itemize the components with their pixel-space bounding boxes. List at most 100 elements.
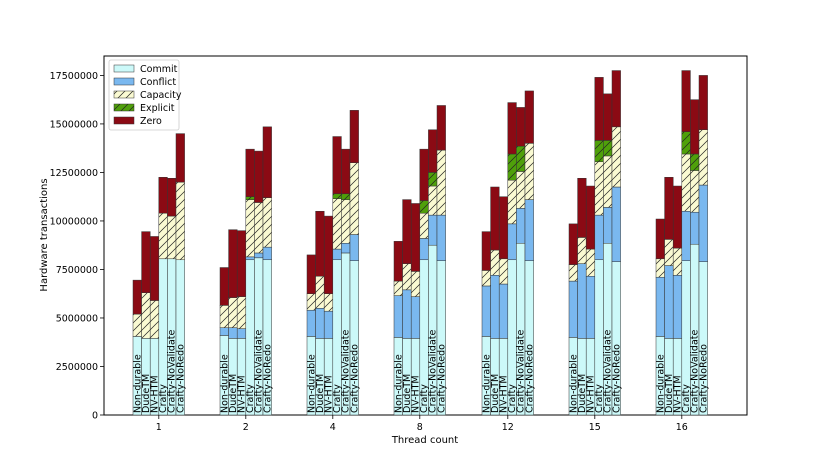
bar-conflict-segment xyxy=(655,276,665,337)
y-tick-label: 7500000 xyxy=(56,265,98,276)
bar-conflict-segment xyxy=(577,263,587,339)
bar-zero-segment xyxy=(158,177,168,214)
bar-variant-label: Crafty-NoValidate xyxy=(167,329,178,413)
bar-capacity-hatch xyxy=(499,258,508,285)
bar-variant-label: Crafty-NoValidate xyxy=(428,329,439,413)
bar-capacity-hatch xyxy=(586,249,595,277)
bar-zero-segment xyxy=(611,70,621,128)
bar-variant-label: Crafty-NoValidate xyxy=(341,329,352,413)
legend-label: Commit xyxy=(140,64,178,75)
bar-explicit-hatch xyxy=(603,140,612,156)
x-axis: 1 2 4 8 12 15 16 xyxy=(156,415,688,433)
bar-capacity-hatch xyxy=(150,300,159,339)
y-axis: 0 2500000 5000000 7500000 10000000 12500000 15… xyxy=(50,71,104,422)
bar-variant-label: Crafty xyxy=(158,384,169,413)
bar-explicit-hatch xyxy=(245,196,255,200)
bar-capacity-hatch xyxy=(237,296,246,329)
bar-capacity-hatch xyxy=(482,270,491,286)
x-tick-label: 1 xyxy=(156,422,162,433)
legend-swatch xyxy=(113,77,135,86)
bar-variant-label: NV-HTM xyxy=(237,375,248,413)
bar-explicit-hatch xyxy=(419,200,429,214)
bar-conflict-segment xyxy=(228,327,238,339)
bar-variant-label: NV-HTM xyxy=(586,375,597,413)
bar-variant-label: Crafty-NoRedo xyxy=(524,344,535,413)
y-tick-label: 12500000 xyxy=(50,168,98,179)
bar-capacity-hatch xyxy=(516,171,525,209)
bar-zero-segment xyxy=(341,148,351,195)
bar-conflict-segment xyxy=(568,280,578,338)
bar-conflict-segment xyxy=(341,243,351,254)
bar-conflict-segment xyxy=(681,210,691,261)
bar-capacity-hatch xyxy=(419,213,429,239)
bar-capacity-hatch xyxy=(254,202,263,253)
bar-conflict-segment xyxy=(585,276,596,339)
bar-variant-label: Crafty xyxy=(681,384,692,413)
bar-zero-segment xyxy=(655,218,665,260)
bar-conflict-segment xyxy=(594,214,604,260)
bar-zero-segment xyxy=(498,196,509,260)
y-axis-label: Hardware transactions xyxy=(39,178,50,291)
bar-zero-segment xyxy=(141,231,151,293)
bar-variant-label: Non-durable xyxy=(568,354,579,413)
bar-capacity-hatch xyxy=(315,276,325,309)
bar-conflict-segment xyxy=(402,289,412,339)
bar-explicit-hatch xyxy=(507,154,517,181)
bar-zero-segment xyxy=(664,177,674,240)
y-tick-label: 10000000 xyxy=(50,216,98,227)
bar-capacity-hatch xyxy=(228,297,238,328)
bar-zero-segment xyxy=(672,185,683,249)
bar-conflict-segment xyxy=(349,234,359,261)
bar-explicit-hatch xyxy=(428,172,437,187)
legend-box xyxy=(108,59,180,131)
y-tick-label: 17500000 xyxy=(50,71,98,82)
bar-capacity-hatch xyxy=(569,264,578,282)
bar-conflict-segment xyxy=(481,285,491,337)
y-tick-label: 5000000 xyxy=(56,313,98,324)
bar-variant-label: Non-durable xyxy=(219,354,230,413)
bar-zero-segment xyxy=(428,129,438,173)
legend-swatch-hatch xyxy=(114,104,134,111)
bar-capacity-hatch xyxy=(341,199,350,244)
bar-variant-label: DudeTM xyxy=(664,374,675,413)
bar-variant-label: NV-HTM xyxy=(324,375,335,413)
bar-variant-label: DudeTM xyxy=(315,374,326,413)
bar-labels-layer: Non-durableDudeTMNV-HTMCraftyCrafty-NoVa… xyxy=(132,329,709,413)
bar-variant-label: Crafty-NoRedo xyxy=(349,344,360,413)
legend-label: Conflict xyxy=(140,77,176,88)
bar-variant-label: Crafty xyxy=(332,384,343,413)
bar-capacity-hatch xyxy=(525,143,534,200)
bar-variant-label: NV-HTM xyxy=(411,375,422,413)
bar-capacity-hatch xyxy=(507,180,517,224)
bar-zero-segment xyxy=(228,229,238,298)
bar-variant-label: Crafty-NoRedo xyxy=(698,344,709,413)
bar-zero-segment xyxy=(132,279,142,315)
bar-zero-segment xyxy=(315,210,325,277)
bar-conflict-segment xyxy=(516,208,526,244)
bar-capacity-hatch xyxy=(350,162,359,235)
bar-variant-label: DudeTM xyxy=(402,374,413,413)
bar-variant-label: Non-durable xyxy=(481,354,492,413)
x-axis-label: Thread count xyxy=(391,435,458,446)
bar-zero-segment xyxy=(481,231,491,271)
bar-capacity-hatch xyxy=(664,239,674,266)
bar-capacity-hatch xyxy=(594,161,604,216)
x-tick-label: 8 xyxy=(417,422,423,433)
bar-zero-segment xyxy=(149,236,160,301)
bar-zero-segment xyxy=(436,105,446,151)
bar-explicit-hatch xyxy=(681,131,691,154)
bar-capacity-hatch xyxy=(263,197,272,248)
bar-zero-segment xyxy=(332,136,342,195)
bar-conflict-segment xyxy=(524,199,534,261)
bar-zero-segment xyxy=(681,70,691,132)
legend-swatch xyxy=(113,116,135,125)
bar-zero-segment xyxy=(507,102,517,155)
bar-capacity-hatch xyxy=(402,263,412,290)
bar-variant-label: Crafty-NoRedo xyxy=(262,344,273,413)
bar-conflict-segment xyxy=(245,256,255,261)
bar-conflict-segment xyxy=(323,310,334,339)
bar-conflict-segment xyxy=(698,184,708,262)
bar-capacity-hatch xyxy=(428,186,437,216)
bar-zero-segment xyxy=(323,215,334,294)
